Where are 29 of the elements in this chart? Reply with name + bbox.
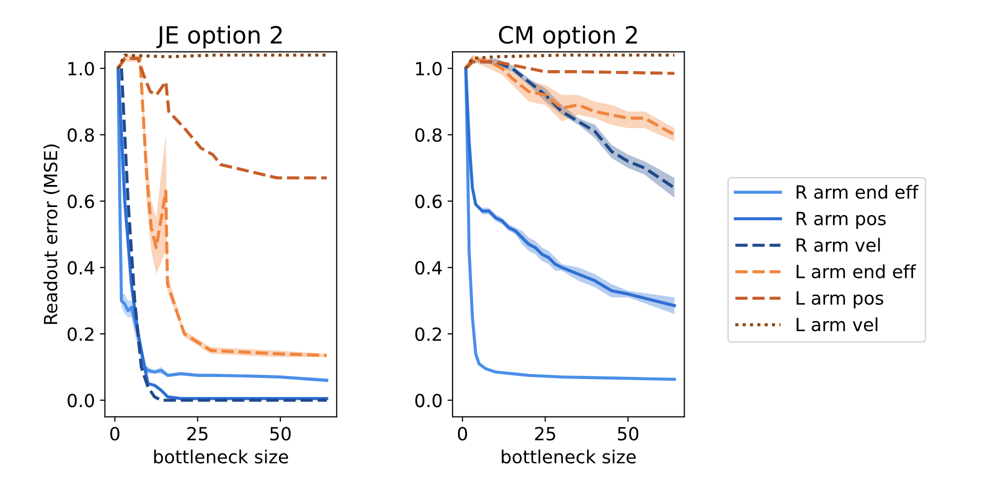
y-tick-label: 0.2 [415,327,442,341]
y-tick-label: 0.4 [415,260,442,275]
y-tick-label: 0.8 [68,128,94,142]
legend-label: L arm end eff [796,264,916,278]
y-tick-label: 0.6 [415,194,442,208]
x-tick-label: 25 [187,426,208,441]
y-tick-label: 0.4 [68,260,94,275]
y-tick-label: 0.0 [68,394,94,408]
x-tick-label: 50 [270,426,291,441]
x-axis-title: bottleneck size [502,450,636,464]
x-tick-label: 50 [618,426,638,441]
x-tick-label: 0 [458,426,468,441]
chart-title: CM option 2 [498,26,637,48]
chart-title: JE option 2 [156,26,282,48]
x-tick-label: 0 [110,426,120,441]
legend-label: R arm vel [796,238,880,252]
x-axis-title: bottleneck size [154,450,288,464]
legend-label: L arm pos [796,291,884,308]
y-tick-label: 1.0 [416,62,442,76]
y-tick-label: 0.0 [415,394,442,408]
legend-label: R arm end eff [796,184,919,199]
y-axis-title: Readout error (MSE) [43,144,60,324]
legend-label: L arm vel [796,317,878,332]
y-tick-label: 0.2 [68,327,94,341]
y-tick-label: 0.6 [68,194,94,208]
legend-label: R arm pos [796,212,886,229]
x-tick-label: 25 [535,426,556,441]
y-tick-label: 1.0 [68,62,94,76]
y-tick-label: 0.8 [415,128,442,142]
